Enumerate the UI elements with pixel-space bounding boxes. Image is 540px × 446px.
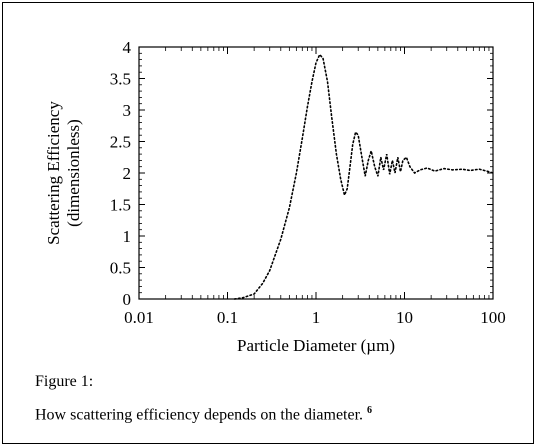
x-tick-label: 100: [480, 308, 506, 327]
y-tick-label: 2.5: [110, 133, 131, 152]
figure-caption: How scattering efficiency depends on the…: [35, 405, 372, 424]
x-tick-label: 0.01: [124, 308, 154, 327]
figure-caption-text: How scattering efficiency depends on the…: [35, 406, 364, 424]
y-axis-label-line-1: Scattering Efficiency: [44, 101, 63, 245]
y-tick-label: 3: [123, 101, 132, 120]
y-tick-label: 3.5: [110, 70, 131, 89]
y-tick-label: 1: [123, 227, 132, 246]
figure-label: Figure 1:: [35, 373, 94, 390]
figure-reference-number: 6: [367, 405, 373, 416]
figure-frame: 0 0.5 1 1.5 2 2.5 3 3.5 4 0.01 0.1 1 10 100 Scatteri…: [2, 2, 534, 444]
x-axis-label: Particle Diameter (µm): [237, 336, 395, 355]
y-tick-label: 4: [123, 38, 132, 57]
series-line-0: [233, 53, 494, 300]
y-axis-label-line-2: (dimensionless): [64, 119, 83, 227]
y-tick-label: 0.5: [110, 259, 131, 278]
y-tick-label: 1.5: [110, 196, 131, 215]
y-tick-label: 2: [123, 164, 132, 183]
y-tick-label: 0: [123, 290, 132, 309]
x-tick-label: 1: [312, 308, 321, 327]
plot-area-border: [138, 46, 494, 300]
x-tick-label: 0.1: [217, 308, 238, 327]
scattering-efficiency-chart: 0 0.5 1 1.5 2 2.5 3 3.5 4 0.01 0.1 1 10 100 Scatteri…: [44, 38, 506, 355]
x-tick-label: 10: [396, 308, 413, 327]
